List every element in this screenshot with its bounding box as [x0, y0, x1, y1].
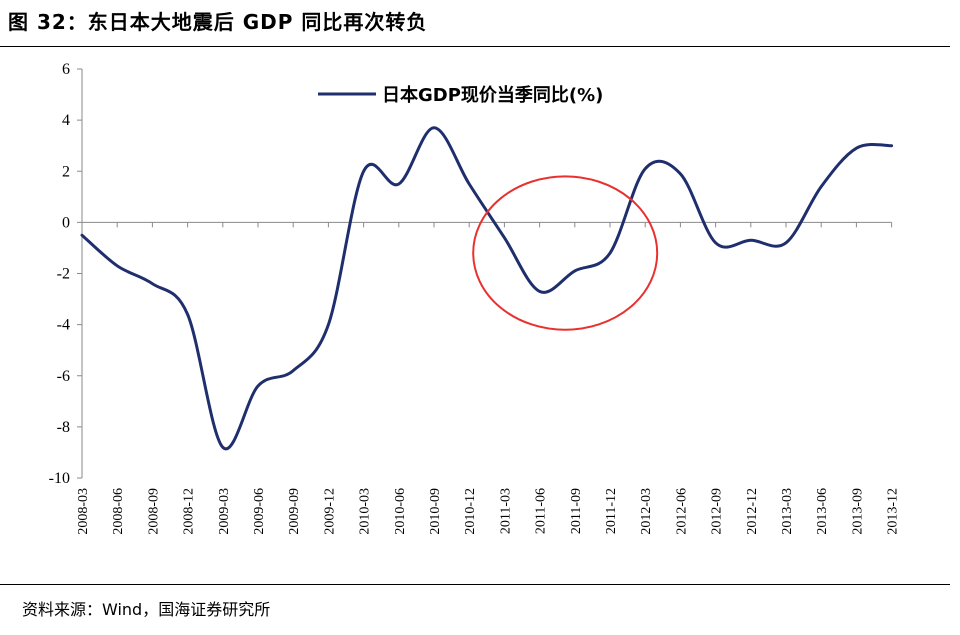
y-tick-label: -8 — [57, 419, 70, 436]
data-point — [397, 182, 401, 186]
y-tick-label: -10 — [49, 470, 70, 487]
x-tick-label: 2009-06 — [252, 488, 267, 535]
data-point — [291, 369, 295, 373]
x-tick-label: 2010-06 — [393, 488, 408, 535]
legend: 日本GDP现价当季同比(%) — [318, 84, 603, 106]
x-tick-label: 2011-03 — [498, 488, 513, 534]
data-point — [502, 236, 506, 240]
x-tick-label: 2008-06 — [111, 488, 126, 535]
data-point — [573, 269, 577, 273]
y-tick-label: 0 — [62, 214, 70, 231]
y-tick-label: -6 — [57, 368, 70, 385]
y-tick-label: 4 — [62, 112, 70, 129]
x-tick-label: 2011-12 — [604, 488, 619, 534]
data-point — [890, 144, 894, 148]
x-tick-label: 2009-12 — [322, 488, 337, 535]
data-point — [467, 182, 471, 186]
y-tick-label: 6 — [62, 61, 70, 78]
data-point — [362, 169, 366, 173]
series-line-japan-gdp — [80, 126, 894, 451]
data-point — [714, 241, 718, 245]
data-point — [854, 146, 858, 150]
x-tick-label: 2013-12 — [886, 488, 901, 535]
y-tick-label: -2 — [57, 266, 70, 283]
chart-title: 图 32：东日本大地震后 GDP 同比再次转负 — [8, 10, 428, 34]
y-axis: 6 4 2 0 -2 -4 -6 -8 -10 — [49, 61, 83, 487]
data-point — [784, 241, 788, 245]
data-point — [150, 282, 154, 286]
x-tick-label: 2012-03 — [639, 488, 654, 535]
x-axis: 2008-03 2008-06 2008-09 2008-12 2009-03 2009-… — [76, 221, 901, 535]
x-tick-label: 2011-06 — [534, 488, 549, 534]
legend-label: 日本GDP现价当季同比(%) — [382, 84, 603, 106]
y-tick-label: 2 — [62, 163, 70, 180]
footer-divider — [0, 584, 950, 585]
data-point — [678, 172, 682, 176]
x-tick-label: 2008-03 — [76, 488, 91, 535]
x-tick-label: 2010-03 — [358, 488, 373, 535]
x-tick-label: 2010-12 — [463, 488, 478, 535]
title-divider — [0, 46, 950, 47]
x-tick-label: 2012-09 — [710, 488, 725, 535]
source-note: 资料来源：Wind，国海证券研究所 — [22, 600, 271, 619]
data-point — [432, 126, 436, 130]
x-tick-label: 2008-09 — [146, 488, 161, 535]
x-tick-label: 2013-03 — [780, 488, 795, 535]
x-tick-label: 2009-09 — [287, 488, 302, 535]
data-point — [115, 264, 119, 268]
data-point — [80, 233, 84, 237]
x-tick-label: 2012-12 — [745, 488, 760, 535]
x-tick-label: 2013-09 — [850, 488, 865, 535]
data-point — [256, 384, 260, 388]
y-tick-label: -4 — [57, 317, 70, 334]
data-point — [221, 445, 225, 449]
data-point — [186, 312, 190, 316]
data-point — [608, 251, 612, 255]
data-point — [326, 323, 330, 327]
x-tick-label: 2010-09 — [428, 488, 443, 535]
highlight-ellipse — [472, 175, 659, 331]
x-tick-label: 2009-03 — [217, 488, 232, 535]
x-tick-label: 2012-06 — [674, 488, 689, 535]
series-layer — [80, 126, 894, 451]
data-point — [749, 238, 753, 242]
x-tick-label: 2013-06 — [815, 488, 830, 535]
data-point — [819, 185, 823, 189]
annotation-layer — [472, 175, 659, 331]
x-tick-label: 2008-12 — [182, 488, 197, 535]
data-point — [643, 167, 647, 171]
x-tick-label: 2011-09 — [569, 488, 584, 534]
data-point — [538, 289, 542, 293]
